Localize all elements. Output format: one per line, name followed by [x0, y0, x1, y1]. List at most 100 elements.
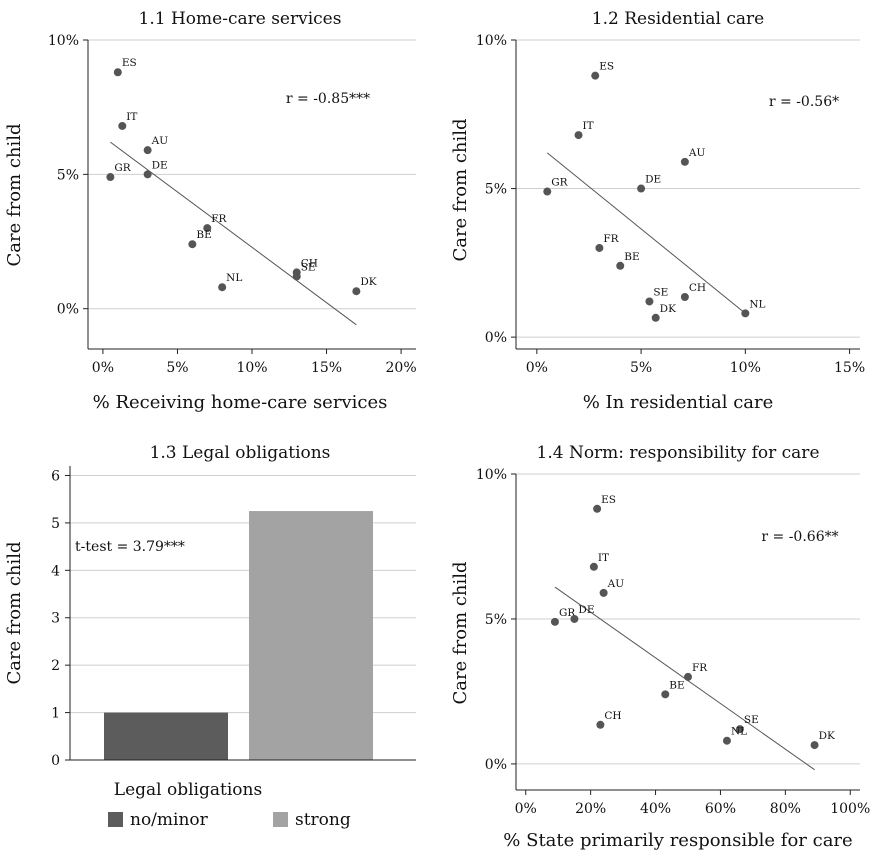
point-it: [574, 131, 583, 140]
x-tick-label: 80%: [770, 801, 801, 817]
y-tick-label: 2: [51, 658, 60, 674]
point-nl: [722, 736, 731, 745]
point-label: DE: [645, 174, 661, 186]
correlation-annotation: r = -0.85***: [286, 91, 370, 107]
point-label: DE: [578, 604, 594, 616]
point-dk: [352, 287, 361, 296]
panel-title: 1.4 Norm: responsibility for care: [537, 443, 820, 463]
x-tick-label: 20%: [386, 360, 417, 376]
y-axis-label: Care from child: [4, 541, 25, 684]
point-gr: [106, 173, 115, 182]
x-tick-label: 10%: [730, 360, 761, 376]
x-tick-label: 5%: [166, 360, 188, 376]
y-tick-label: 5%: [485, 182, 507, 198]
point-label: IT: [583, 120, 594, 132]
point-label: NL: [731, 726, 747, 738]
point-be: [661, 690, 670, 699]
point-label: BE: [624, 251, 639, 263]
point-fr: [595, 243, 604, 252]
point-gr: [543, 187, 552, 196]
x-tick-label: 5%: [630, 360, 652, 376]
y-tick-label: 0%: [485, 330, 507, 346]
point-it: [118, 121, 127, 130]
x-tick-label: 40%: [640, 801, 671, 817]
panel-2: 1.2 Residential care 0% 5% 10% 0% 5% 10% 15% % I…: [450, 9, 865, 413]
point-label: GR: [551, 177, 568, 189]
y-tick-label: 4: [51, 563, 60, 579]
point-de: [143, 170, 152, 179]
point-label: ES: [122, 57, 137, 69]
point-label: ES: [599, 61, 614, 73]
point-es: [593, 504, 602, 513]
correlation-annotation: r = -0.56*: [769, 94, 839, 110]
point-ch: [680, 293, 689, 302]
panel-title: 1.1 Home-care services: [139, 9, 342, 29]
bar-strong: [249, 511, 373, 760]
point-label: AU: [607, 578, 625, 590]
y-tick-label: 10%: [476, 33, 507, 49]
point-se: [645, 297, 654, 306]
point-fr: [684, 672, 692, 681]
x-tick-label: 100%: [830, 801, 870, 817]
legend-swatch: [273, 812, 288, 827]
t-test-annotation: t-test = 3.79***: [75, 539, 185, 555]
point-label: BE: [196, 229, 211, 241]
point-de: [637, 184, 646, 193]
legend-entry: no/minor: [130, 810, 209, 830]
point-es: [113, 68, 122, 77]
point-label: CH: [604, 710, 621, 722]
y-tick-label: 1: [51, 706, 60, 722]
correlation-annotation: r = -0.66**: [761, 529, 838, 545]
point-nl: [218, 283, 227, 292]
point-label: IT: [126, 111, 137, 123]
y-tick-label: 0%: [57, 302, 79, 318]
legend-title: Legal obligations: [114, 780, 262, 800]
point-label: IT: [598, 552, 609, 564]
point-it: [589, 562, 598, 571]
x-tick-label: 15%: [311, 360, 342, 376]
y-axis-label: Care from child: [4, 123, 25, 266]
point-label: SE: [653, 286, 668, 298]
y-tick-label: 5: [51, 516, 60, 532]
point-label: SE: [744, 714, 759, 726]
x-tick-label: 60%: [705, 801, 736, 817]
panel-4: 1.4 Norm: responsibility for care 0% 5% 10%…: [450, 443, 870, 851]
legend-entry: strong: [295, 810, 351, 830]
x-axis-label: % Receiving home-care services: [93, 392, 388, 413]
y-tick-label: 10%: [48, 33, 79, 49]
point-label: FR: [692, 662, 708, 674]
y-tick-label: 6: [51, 468, 60, 484]
y-axis-label: Care from child: [450, 561, 471, 704]
point-label: NL: [749, 298, 765, 310]
fit-line: [546, 152, 746, 314]
point-label: ES: [601, 494, 616, 506]
x-tick-label: 0%: [92, 360, 114, 376]
point-be: [616, 261, 625, 270]
point-label: NL: [226, 272, 242, 284]
point-be: [188, 240, 197, 249]
point-label: AU: [688, 147, 706, 159]
point-au: [599, 588, 608, 597]
point-label: DK: [819, 730, 835, 742]
x-tick-label: 0%: [515, 801, 537, 817]
point-label: FR: [603, 233, 619, 245]
point-label: DE: [152, 159, 168, 171]
point-ch: [596, 720, 605, 729]
legend-swatch: [108, 812, 123, 827]
point-dk: [810, 741, 819, 750]
point-es: [591, 71, 600, 80]
y-tick-label: 10%: [476, 467, 507, 483]
point-label: SE: [301, 261, 316, 273]
x-axis-label: % State primarily responsible for care: [503, 830, 852, 851]
panel-title: 1.3 Legal obligations: [150, 443, 331, 463]
y-axis-label: Care from child: [450, 118, 471, 261]
point-se: [292, 272, 301, 281]
point-de: [570, 614, 579, 623]
y-tick-label: 0: [51, 753, 60, 769]
point-fr: [203, 224, 212, 233]
point-label: BE: [669, 679, 684, 691]
x-tick-label: 0%: [526, 360, 548, 376]
point-au: [143, 146, 152, 155]
point-label: DK: [360, 276, 376, 288]
panel-3: 1.3 Legal obligations 0 1 2 3 4 5 6 Care from ch…: [4, 443, 416, 830]
